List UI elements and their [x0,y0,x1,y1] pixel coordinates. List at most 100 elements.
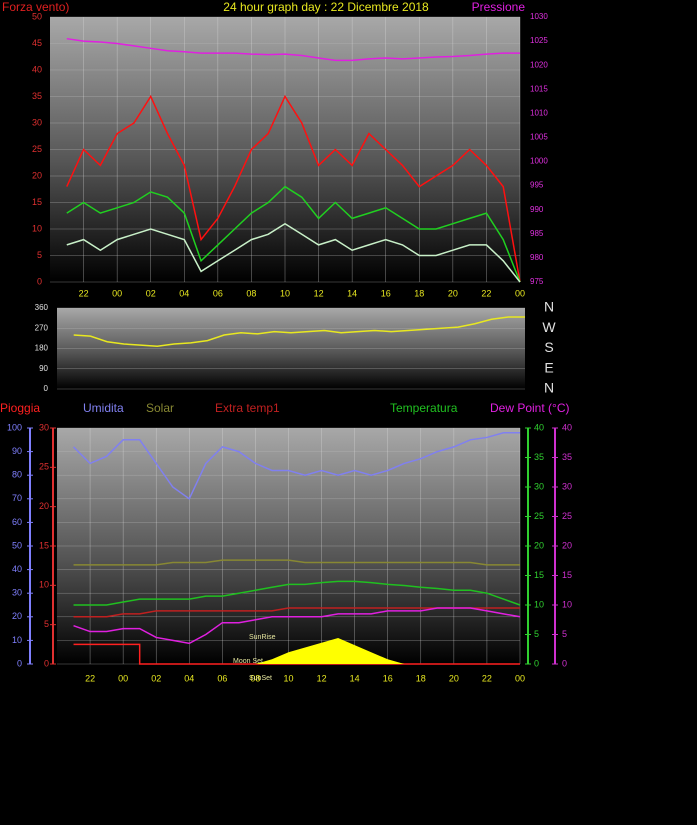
x-tick-label: 08 [250,673,260,683]
x-tick-label: 14 [347,288,357,298]
y-tick-label: 180 [35,344,49,353]
x-tick-label: 04 [184,673,194,683]
x-tick-label: 14 [350,673,360,683]
y-tick-label: 15 [39,540,49,550]
y-tick-label: 80 [12,470,22,480]
y-tick-label: 25 [32,144,42,154]
series-line [73,580,521,606]
y-tick-label: 20 [32,170,42,180]
y-tick-label: 90 [12,446,22,456]
y-tick-label: 5 [44,619,49,629]
x-tick-label: 16 [383,673,393,683]
y-tick-label: 995 [530,181,544,190]
y-tick-label: 45 [32,38,42,48]
y-tick-label: 15 [534,570,544,580]
x-tick-label: 00 [515,288,525,298]
y-tick-label: 20 [562,540,572,550]
y-tick-label: 0 [17,658,22,668]
y-tick-label: 20 [39,501,49,511]
chart-title: 24 hour graph day : 22 Dicembre 2018 [223,0,429,14]
y-tick-label: 100 [7,422,22,432]
x-tick-label: 18 [414,288,424,298]
legend-entry: Pioggia [0,401,40,415]
y-tick-label: 1005 [530,133,548,142]
y-tick-label: S [544,339,553,355]
x-tick-label: 02 [146,288,156,298]
x-tick-label: 00 [112,288,122,298]
x-tick-label: 22 [85,673,95,683]
series-line [73,607,521,645]
y-tick-label: E [544,359,553,375]
series-line [73,431,520,500]
annotation: SunSet [249,675,272,682]
y-tick-label: 360 [35,303,49,312]
x-tick-label: 16 [381,288,391,298]
series-line [73,559,520,566]
y-tick-label: 10 [562,599,572,609]
series-line [66,37,520,62]
x-tick-label: 20 [448,288,458,298]
x-tick-label: 00 [515,673,525,683]
y-tick-label: 270 [35,323,49,332]
y-tick-label: 0 [37,276,42,286]
x-tick-label: 00 [118,673,128,683]
y-tick-label: 1010 [530,108,548,117]
x-tick-label: 06 [217,673,227,683]
y-tick-label: 15 [562,570,572,580]
y-tick-label: 1030 [530,12,548,21]
y-tick-label: 50 [12,540,22,550]
x-tick-label: 22 [79,288,89,298]
y-tick-label: 15 [32,197,42,207]
y-tick-label: 0 [534,658,539,668]
x-tick-label: 12 [314,288,324,298]
y-tick-label: 70 [12,493,22,503]
annotation: SunRise [249,634,276,641]
y-tick-label: 40 [12,564,22,574]
x-tick-label: 10 [280,288,290,298]
x-tick-label: 22 [482,673,492,683]
y-tick-label: 1000 [530,157,548,166]
series-line [66,94,521,283]
y-tick-label: 0 [44,384,49,393]
y-tick-label: 1025 [530,36,548,45]
y-tick-label: N [544,380,554,396]
y-tick-label: 35 [562,452,572,462]
y-tick-label: 30 [32,117,42,127]
y-tick-label: 90 [39,364,48,373]
legend-entry: Extra temp1 [215,401,280,415]
y-tick-label: 30 [534,481,544,491]
y-tick-label: 0 [44,658,49,668]
y-tick-label: 10 [39,580,49,590]
y-tick-label: 40 [32,64,42,74]
x-tick-label: 22 [481,288,491,298]
y-tick-label: 990 [530,205,544,214]
y-tick-label: 25 [562,511,572,521]
y-tick-label: 25 [534,511,544,521]
y-tick-label: 5 [562,629,567,639]
y-tick-label: 980 [530,253,544,262]
legend-entry: Solar [146,401,174,415]
y-tick-label: 10 [534,599,544,609]
y-tick-label: 0 [562,658,567,668]
y-tick-label: 50 [32,11,42,21]
y-tick-label: 975 [530,277,544,286]
x-tick-label: 18 [416,673,426,683]
y-tick-label: 60 [12,517,22,527]
y-tick-label: 985 [530,229,544,238]
y-tick-label: 30 [12,588,22,598]
x-tick-label: 12 [317,673,327,683]
x-tick-label: 10 [283,673,293,683]
x-tick-label: 02 [151,673,161,683]
y-tick-label: 30 [39,422,49,432]
y-tick-label: 5 [534,629,539,639]
y-tick-label: 5 [37,250,42,260]
x-tick-label: 20 [449,673,459,683]
y-tick-label: 30 [562,481,572,491]
y-tick-label: 35 [32,91,42,101]
legend-entry: Dew Point (°C) [490,401,569,415]
y-tick-label: 1020 [530,60,548,69]
y-tick-label: 20 [534,540,544,550]
annotation: Moon Set [233,658,263,665]
